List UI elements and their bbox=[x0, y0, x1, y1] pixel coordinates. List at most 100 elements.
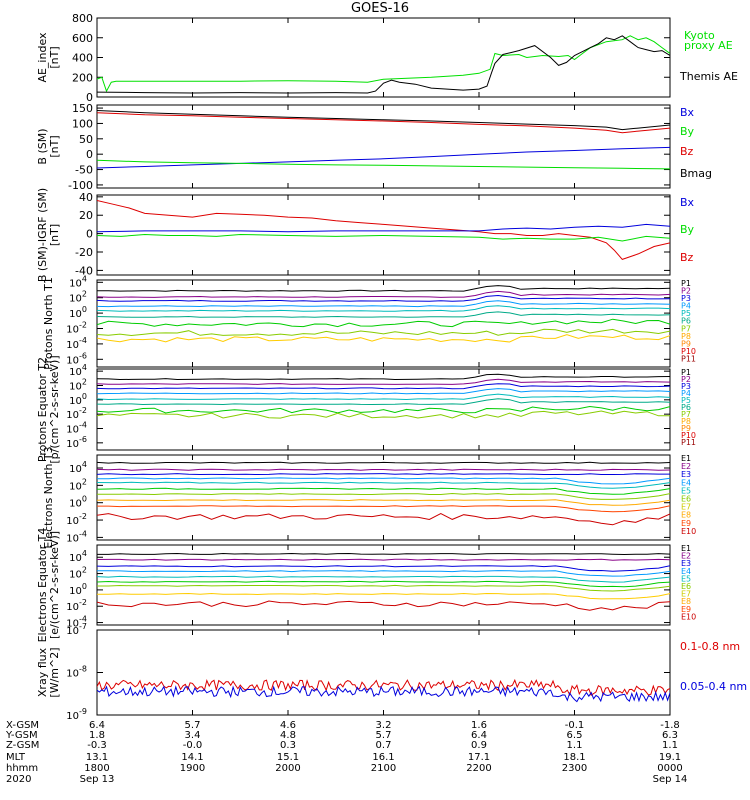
ephemeris-value: 6.4 bbox=[471, 730, 487, 741]
series-e5 bbox=[97, 481, 670, 489]
series-e9 bbox=[97, 505, 670, 513]
ephemeris-value: 3.2 bbox=[376, 720, 392, 731]
y-axis-title: B (SM) bbox=[36, 128, 49, 164]
y-tick-label: 100 bbox=[72, 117, 93, 130]
y-tick-label: 200 bbox=[72, 71, 93, 84]
series-e1 bbox=[97, 461, 670, 464]
legend-item: P11 bbox=[681, 354, 696, 363]
series-e8 bbox=[97, 499, 670, 506]
series-p7 bbox=[97, 405, 670, 414]
legend-item: P7 bbox=[681, 410, 691, 419]
legend-item: E2 bbox=[681, 552, 691, 561]
y-axis-title: AE_index bbox=[36, 32, 49, 83]
legend-item: E8 bbox=[681, 597, 691, 606]
y-tick-label: 10-4 bbox=[66, 529, 87, 544]
ephemeris-row-label: MLT bbox=[6, 752, 26, 763]
series-themis-ae bbox=[97, 35, 670, 94]
ephemeris-value: 3.4 bbox=[185, 730, 201, 741]
y-tick-label: 10-6 bbox=[66, 351, 87, 366]
series-e2 bbox=[97, 558, 670, 561]
series-e3 bbox=[97, 473, 670, 476]
legend-item: E1 bbox=[681, 544, 691, 553]
series-p4 bbox=[97, 300, 670, 308]
series-e10 bbox=[97, 513, 670, 526]
panel-b_sm: -100 -50 0 50 100 150 B (SM) [nT] Bx By Bz Bmag bbox=[36, 102, 712, 192]
y-tick-label: -20 bbox=[75, 246, 93, 259]
legend-item: P10 bbox=[681, 347, 696, 356]
series-p3 bbox=[97, 383, 670, 390]
legend-item: Themis AE bbox=[679, 70, 738, 83]
y-tick-label: 10-2 bbox=[66, 598, 87, 613]
ephemeris-value: -0.3 bbox=[87, 740, 107, 751]
panel-frame bbox=[96, 17, 671, 98]
legend-item: E4 bbox=[681, 478, 691, 487]
ephemeris-value: 1.6 bbox=[471, 720, 487, 731]
y-tick-label: 100 bbox=[69, 495, 87, 510]
series-e5 bbox=[97, 575, 670, 583]
y-axis-title: [p/(cm^2-s-sr-keV)] bbox=[48, 355, 61, 463]
legend-item: P3 bbox=[681, 294, 691, 303]
y-axis-title: [nT] bbox=[48, 46, 61, 68]
legend-item: E3 bbox=[681, 559, 691, 568]
ephemeris-value: 0.7 bbox=[376, 740, 392, 751]
series-p1 bbox=[97, 285, 670, 292]
series-p3 bbox=[97, 294, 670, 302]
y-tick-label: 102 bbox=[69, 566, 87, 581]
series-e6 bbox=[97, 580, 670, 588]
ephemeris-value: 6.3 bbox=[662, 730, 678, 741]
ephemeris-value: 1.8 bbox=[89, 730, 105, 741]
y-tick-label: 40 bbox=[79, 191, 93, 204]
ephemeris-value: 2300 bbox=[562, 763, 587, 774]
legend-item: P1 bbox=[681, 368, 691, 377]
series-e3 bbox=[97, 565, 670, 572]
series-e7 bbox=[97, 584, 670, 592]
ephemeris-value: 5.7 bbox=[185, 720, 201, 731]
series-p8 bbox=[97, 328, 670, 337]
ephemeris-row-label: Y-GSM bbox=[5, 730, 38, 741]
y-tick-label: -40 bbox=[75, 264, 93, 277]
y-axis-title: Electrons North T3 bbox=[42, 446, 55, 548]
y-tick-label: 10-7 bbox=[66, 622, 87, 637]
legend-item: E7 bbox=[681, 503, 691, 512]
series-e2 bbox=[97, 468, 670, 471]
legend-item: P8 bbox=[681, 417, 691, 426]
x-axis-ephemeris: X-GSM 6.4 5.7 4.6 3.2 1.6 -0.1 -1.8 Y-GSM 1.8 3.4 4… bbox=[5, 720, 687, 785]
ephemeris-value: 17.1 bbox=[468, 752, 490, 763]
legend-item: P1 bbox=[681, 279, 691, 288]
ephemeris-value: 19.1 bbox=[659, 752, 681, 763]
ephemeris-value: 4.8 bbox=[280, 730, 296, 741]
y-axis-title: Protons Equator T2 bbox=[36, 357, 49, 462]
ephemeris-value: -0.0 bbox=[183, 740, 203, 751]
legend-item: E1 bbox=[681, 454, 691, 463]
series-e4 bbox=[97, 477, 670, 485]
ephemeris-value: 6.4 bbox=[89, 720, 105, 731]
ephemeris-value: 6.5 bbox=[567, 730, 583, 741]
legend-item: Kyoto bbox=[684, 29, 715, 42]
legend-item: Bmag bbox=[680, 167, 712, 180]
series-p6 bbox=[97, 398, 670, 406]
legend-item: P9 bbox=[681, 424, 691, 433]
y-axis-title: Electrons Equator T4 bbox=[36, 528, 49, 643]
ephemeris-row-label: Z-GSM bbox=[6, 740, 39, 751]
series-e6 bbox=[97, 487, 670, 495]
ephemeris-value: 1900 bbox=[180, 763, 205, 774]
legend-item: E10 bbox=[681, 527, 696, 536]
legend-item: proxy AE bbox=[684, 39, 733, 52]
ephemeris-value: 0000 bbox=[657, 763, 682, 774]
series-0-05-0-4-nm bbox=[97, 685, 670, 703]
legend-item: P4 bbox=[681, 389, 691, 398]
legend-item: E6 bbox=[681, 495, 691, 504]
y-tick-label: 104 bbox=[69, 549, 87, 564]
legend-item: E9 bbox=[681, 519, 691, 528]
ephemeris-value: 13.1 bbox=[86, 752, 108, 763]
series-p2 bbox=[97, 290, 670, 298]
y-axis-title: [nT] bbox=[48, 135, 61, 157]
panel-b_igrf: -40 -20 0 20 40 B (SM)-IGRF (SM) [nT] Bx By Bz bbox=[36, 188, 695, 282]
legend-item: E4 bbox=[681, 567, 691, 576]
legend-item: P9 bbox=[681, 339, 691, 348]
y-tick-label: 104 bbox=[69, 274, 87, 289]
